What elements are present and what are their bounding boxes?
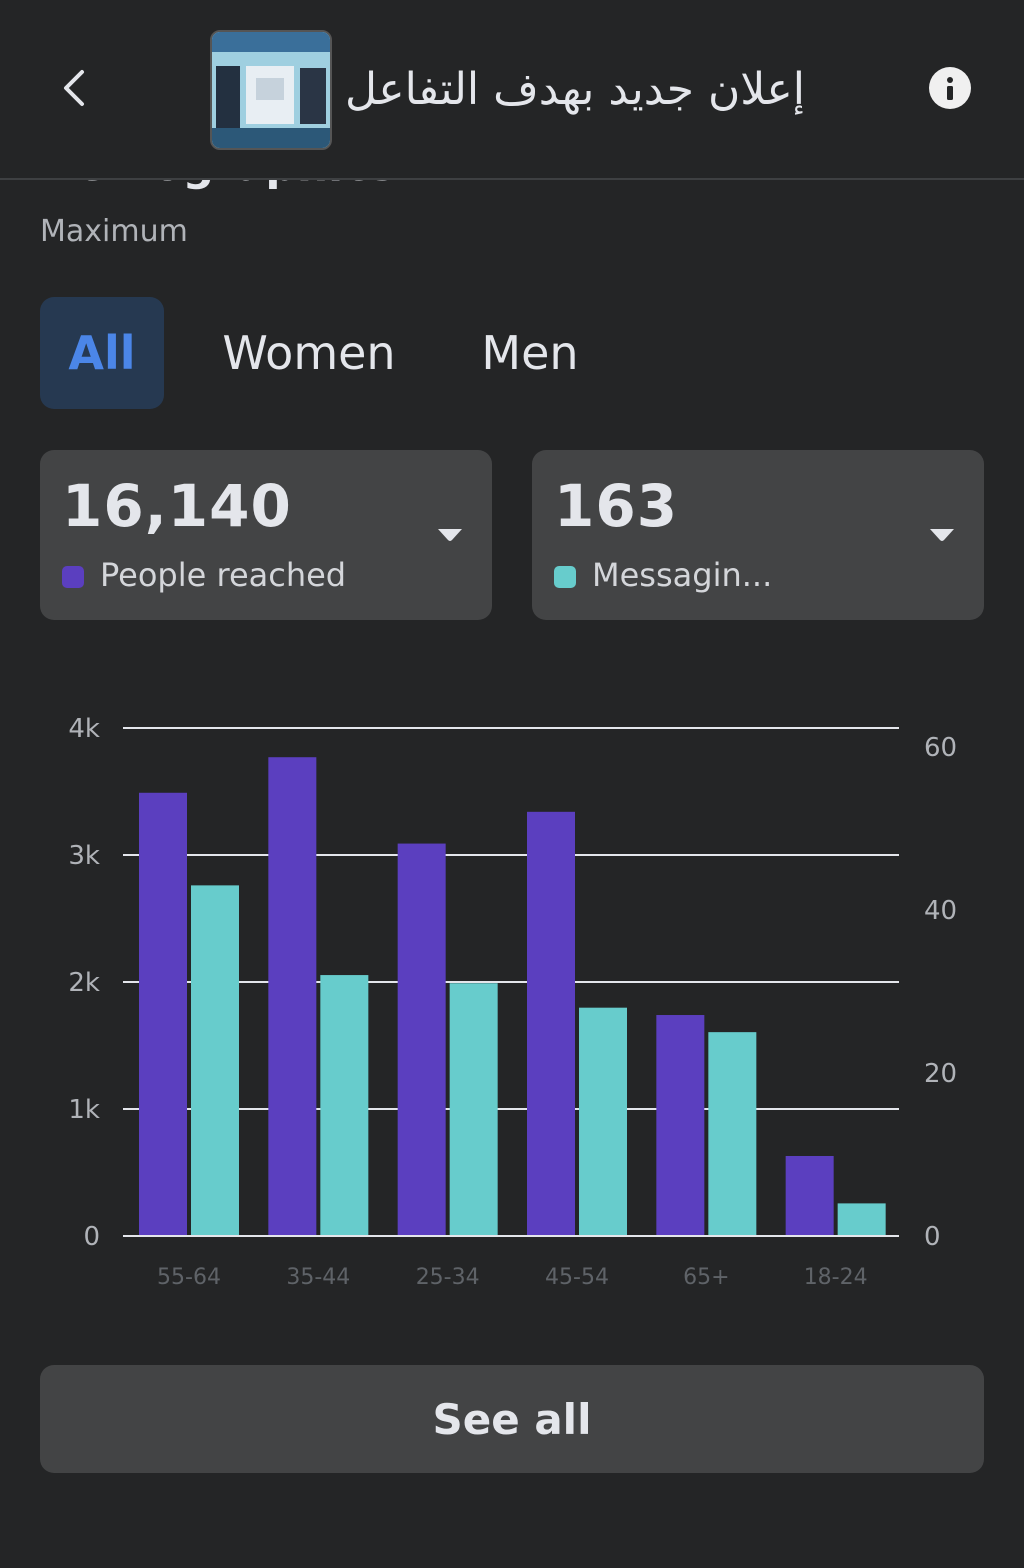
y-left-tick-label: 1k [68,1095,100,1125]
y-right-tick-label: 60 [924,733,957,763]
see-all-button[interactable]: See all [40,1365,984,1473]
metric-value: 16,140 [62,472,292,540]
y-left-tick-label: 3k [68,841,100,871]
y-left-tick-label: 0 [83,1222,100,1252]
bar-messaging [449,983,498,1236]
y-right-tick-label: 20 [924,1059,957,1089]
y-left-tick-label: 4k [68,714,100,744]
metric-label: People reached [100,556,347,594]
x-tick-label: 25-34 [416,1265,480,1290]
back-button[interactable] [50,60,98,116]
x-tick-label: 65+ [683,1265,729,1290]
info-icon [947,77,953,100]
legend-swatch-messaging [554,566,576,588]
bar-people-reached [656,1015,705,1236]
bar-messaging [320,975,369,1236]
y-right-tick-label: 0 [924,1222,941,1252]
dropdown-arrow-icon [438,529,462,541]
x-tick-label: 55-64 [157,1265,221,1290]
chevron-left-icon [64,70,84,106]
bar-messaging [191,885,239,1236]
bar-messaging [579,1007,627,1236]
tab-all[interactable]: All [40,297,164,409]
age-demographics-bar-chart: 0 1k 2k 3k 4k 0 20 40 60 55-64 35-44 25-34 45-54 65+ 1… [68,714,957,1290]
x-tick-label: 18-24 [804,1265,868,1290]
tab-women[interactable]: Women [222,326,396,380]
x-tick-label: 45-54 [545,1265,609,1290]
bar-messaging [837,1203,886,1236]
gender-tabs: All Women Men [40,297,600,409]
x-tick-label: 35-44 [286,1265,350,1290]
legend-swatch-people-reached [62,566,84,588]
bar-people-reached [268,757,317,1236]
bar-messaging [708,1032,757,1236]
y-right-tick-label: 40 [924,896,957,926]
metric-selector-people-reached[interactable]: 16,140 People reached [40,450,492,620]
bar-people-reached [397,843,446,1236]
y-left-tick-label: 2k [68,968,100,998]
metric-selector-messaging[interactable]: 163 Messagin... [532,450,984,620]
metric-label: Messagin... [592,556,773,594]
metric-value: 163 [554,472,679,540]
ad-title: إعلان جديد بهدف التفاعل [345,64,806,115]
bar-people-reached [785,1155,834,1236]
top-app-bar: إعلان جديد بهدف التفاعل [0,0,1024,180]
info-button[interactable] [929,67,971,109]
tab-men[interactable]: Men [481,326,579,380]
dropdown-arrow-icon [930,529,954,541]
section-subtitle: Maximum [40,214,188,249]
bar-people-reached [139,792,187,1236]
bar-people-reached [527,811,575,1236]
ad-thumbnail [210,30,332,150]
